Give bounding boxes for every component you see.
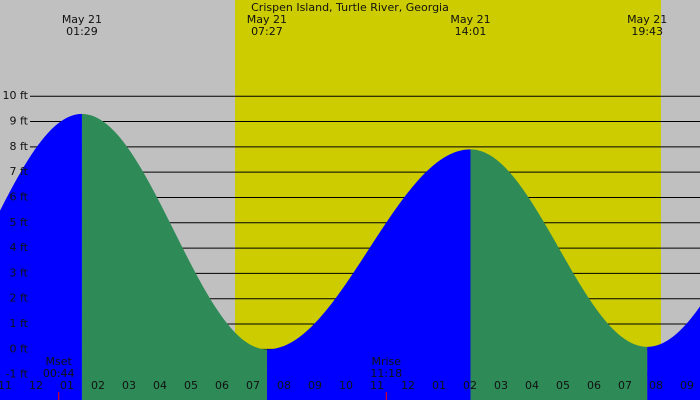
flood-area	[0, 113, 82, 400]
x-tick-label: 12	[29, 379, 43, 392]
y-tick-label: 2 ft	[10, 292, 29, 305]
ebb-area	[81, 113, 267, 400]
chart-title: Crispen Island, Turtle River, Georgia	[251, 1, 449, 14]
tide-time: 14:01	[455, 25, 487, 38]
flood-area	[266, 149, 471, 400]
y-tick-label: 1 ft	[10, 317, 29, 330]
x-tick-label: 05	[556, 379, 570, 392]
tide-date: May 21	[62, 13, 102, 26]
x-tick-label: 11	[370, 379, 384, 392]
moon-label: Mrise	[371, 355, 401, 368]
y-tick-label: 0 ft	[10, 342, 29, 355]
x-tick-label: 02	[91, 379, 105, 392]
y-tick-label: 7 ft	[10, 165, 29, 178]
x-tick-label: 08	[649, 379, 663, 392]
x-tick-label: 06	[215, 379, 229, 392]
x-tick-label: 08	[277, 379, 291, 392]
tide-date: May 21	[627, 13, 667, 26]
y-tick-label: -1 ft	[6, 368, 29, 381]
x-tick-label: 09	[308, 379, 322, 392]
y-tick-label: 10 ft	[3, 89, 29, 102]
x-tick-label: 01	[60, 379, 74, 392]
x-tick-label: 12	[401, 379, 415, 392]
x-tick-label: 02	[463, 379, 477, 392]
flood-area	[647, 306, 700, 400]
tide-date: May 21	[450, 13, 490, 26]
y-tick-label: 9 ft	[10, 115, 29, 128]
moon-time: 11:18	[370, 367, 402, 380]
ebb-area	[470, 149, 648, 400]
x-tick-label: 01	[432, 379, 446, 392]
tide-time: 07:27	[251, 25, 283, 38]
x-tick-label: 05	[184, 379, 198, 392]
x-tick-label: 11	[0, 379, 12, 392]
y-tick-label: 6 ft	[10, 190, 29, 203]
y-tick-label: 8 ft	[10, 140, 29, 153]
y-tick-label: 4 ft	[10, 241, 29, 254]
tide-date: May 21	[247, 13, 287, 26]
tide-time: 01:29	[66, 25, 98, 38]
x-tick-label: 04	[153, 379, 167, 392]
x-tick-label: 03	[122, 379, 136, 392]
x-tick-label: 10	[339, 379, 353, 392]
y-tick-label: 5 ft	[10, 216, 29, 229]
y-tick-label: 3 ft	[10, 266, 29, 279]
moon-time: 00:44	[43, 367, 75, 380]
tide-time: 19:43	[631, 25, 663, 38]
x-tick-label: 06	[587, 379, 601, 392]
moon-label: Mset	[46, 355, 73, 368]
x-tick-label: 09	[680, 379, 694, 392]
x-tick-label: 07	[246, 379, 260, 392]
x-tick-label: 07	[618, 379, 632, 392]
x-tick-label: 03	[494, 379, 508, 392]
x-tick-label: 04	[525, 379, 539, 392]
